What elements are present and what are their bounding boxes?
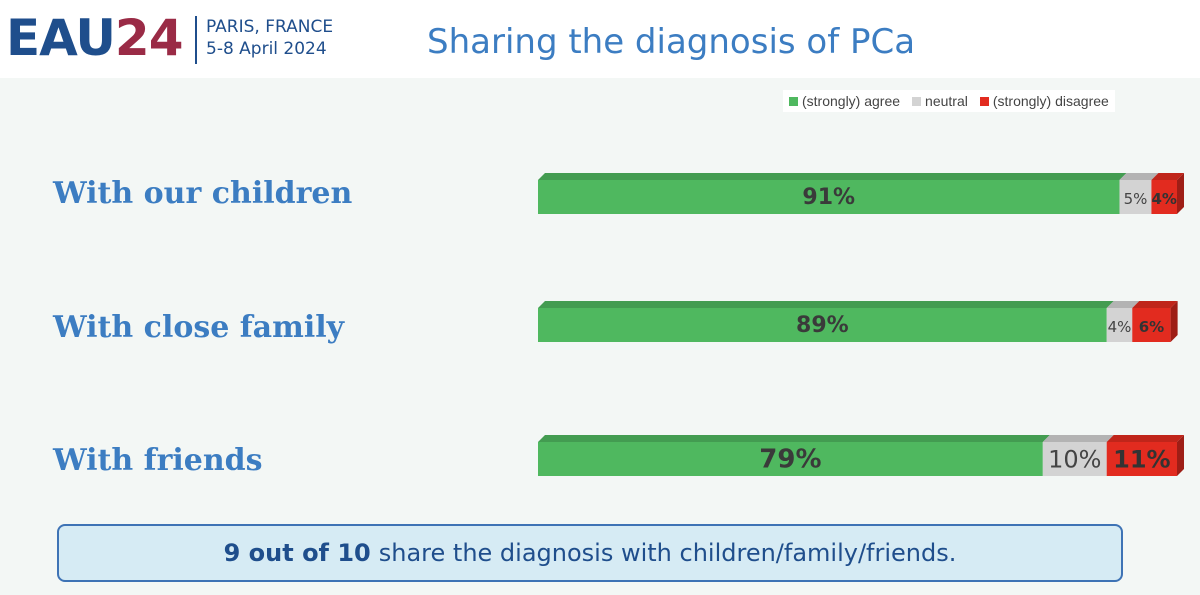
slide-title: Sharing the diagnosis of PCa xyxy=(427,22,916,62)
location-city: PARIS, FRANCE xyxy=(206,17,334,37)
callout-text: share the diagnosis with children/family… xyxy=(378,539,957,567)
summary-callout: 9 out of 10 share the diagnosis with chi… xyxy=(57,524,1123,582)
bar-children-neutral xyxy=(1119,180,1152,214)
logo-year-text: 24 xyxy=(114,9,184,67)
bar-children-agree xyxy=(538,180,1120,214)
bar-friends-neutral xyxy=(1042,442,1107,476)
bar-close-family-agree-top xyxy=(538,301,1114,308)
bar-close-family-neutral xyxy=(1106,308,1133,342)
data-label-close-family-neutral: 4% xyxy=(1108,318,1132,336)
callout-highlight: 9 out of 10 xyxy=(223,539,371,567)
legend-item-neutral: neutral xyxy=(912,93,968,109)
data-label-children-agree: 91% xyxy=(802,185,855,210)
data-label-close-family-disagree: 6% xyxy=(1139,318,1164,336)
legend-label-neutral: neutral xyxy=(925,93,968,109)
legend-label-disagree: (strongly) disagree xyxy=(992,93,1109,109)
bar-friends-disagree-side xyxy=(1177,435,1184,476)
legend-item-disagree: (strongly) disagree xyxy=(979,93,1109,109)
bar-close-family-disagree-top xyxy=(1132,301,1178,308)
location-dates: 5-8 April 2024 xyxy=(206,39,327,59)
legend-label-agree: (strongly) agree xyxy=(802,93,901,109)
data-label-children-disagree: 4% xyxy=(1151,190,1176,208)
data-label-friends-disagree: 11% xyxy=(1113,446,1170,474)
bar-close-family-agree xyxy=(538,308,1107,342)
bar-children-disagree xyxy=(1151,180,1177,214)
bar-children-agree-top xyxy=(538,173,1127,180)
legend-swatch-disagree xyxy=(979,96,989,106)
logo-eau-text: EAU xyxy=(6,9,116,67)
bar-children-disagree-side xyxy=(1177,173,1184,214)
data-label-children-neutral: 5% xyxy=(1124,190,1148,208)
category-label-close-family: With close family xyxy=(53,310,345,345)
chart-legend: (strongly) agree neutral (strongly) disa… xyxy=(783,90,1115,112)
category-label-children: With our children xyxy=(53,176,353,211)
legend-item-agree: (strongly) agree xyxy=(789,93,900,109)
slide-header: EAU24 PARIS, FRANCE 5-8 April 2024 Shari… xyxy=(0,0,1200,78)
bar-friends-disagree-top xyxy=(1106,435,1184,442)
bar-friends-disagree xyxy=(1106,442,1177,476)
event-location: PARIS, FRANCE 5-8 April 2024 xyxy=(206,16,333,60)
bar-friends-neutral-top xyxy=(1042,435,1114,442)
bar-close-family-disagree xyxy=(1132,308,1171,342)
data-label-friends-neutral: 10% xyxy=(1048,446,1101,474)
bar-children-disagree-top xyxy=(1151,173,1184,180)
data-label-friends-agree: 79% xyxy=(759,445,821,475)
bar-friends-agree-top xyxy=(538,435,1050,442)
category-label-friends: With friends xyxy=(53,443,263,478)
bar-close-family-neutral-top xyxy=(1106,301,1140,308)
legend-swatch-agree xyxy=(789,96,798,106)
logo-divider xyxy=(195,16,197,64)
bar-close-family-disagree-side xyxy=(1170,301,1178,342)
legend-swatch-neutral xyxy=(912,96,922,106)
eau24-logo: EAU24 xyxy=(6,9,184,67)
bar-friends-agree xyxy=(538,442,1043,476)
bar-children-neutral-top xyxy=(1119,173,1159,180)
data-label-close-family-agree: 89% xyxy=(796,313,849,338)
